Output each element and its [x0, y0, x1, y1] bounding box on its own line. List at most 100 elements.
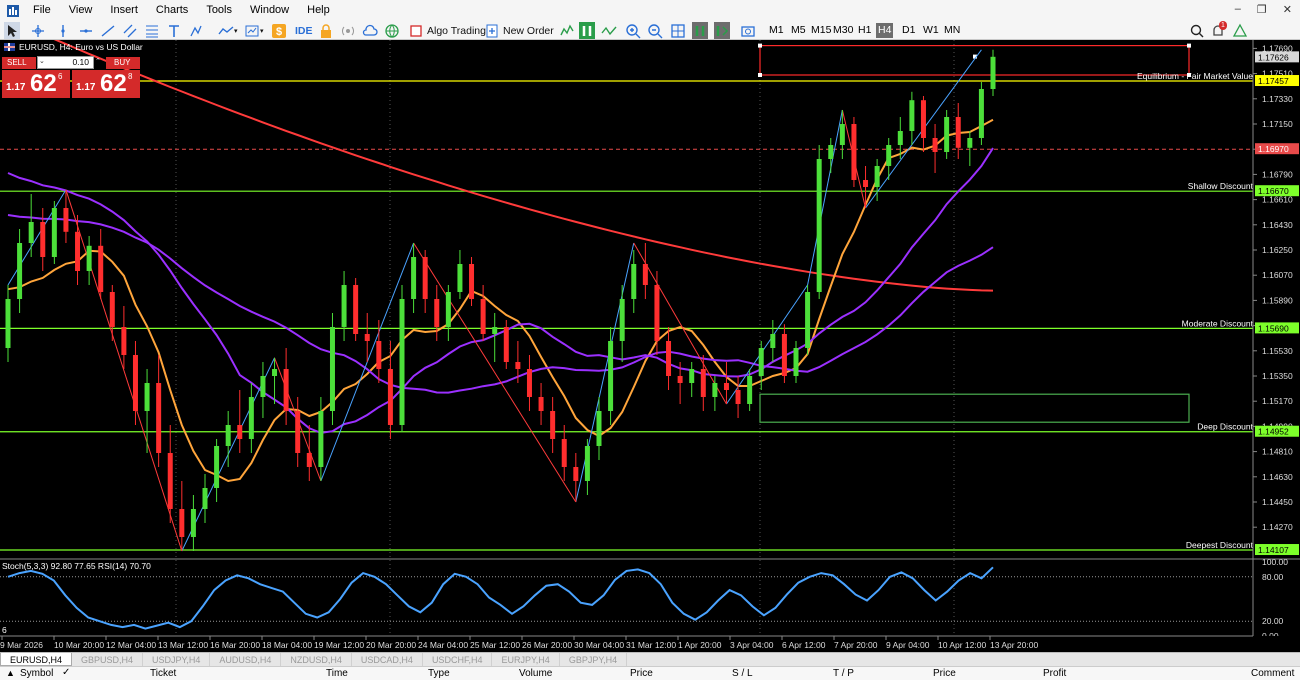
chart-tab[interactable]: GBPJPY,H4 [560, 653, 628, 666]
col-ticket[interactable]: Ticket [150, 668, 177, 679]
chart-tab[interactable]: AUDUSD,H4 [210, 653, 282, 666]
time-label: 25 Mar 12:00 [470, 640, 520, 650]
chart-tab[interactable]: USDJPY,H4 [143, 653, 211, 666]
col-profit[interactable]: Profit [1043, 668, 1067, 679]
buy-button[interactable]: BUY [106, 57, 140, 69]
bull-candle [272, 369, 278, 376]
indicator-left-number: 6 [2, 625, 7, 635]
vertical-line-button[interactable] [55, 22, 71, 39]
algo-trading-button[interactable]: Algo Trading [408, 22, 486, 39]
col-type[interactable]: Type [428, 668, 450, 679]
zigzag-layer [7, 49, 982, 552]
zoom-out-button[interactable] [647, 22, 663, 39]
trendline-button[interactable] [100, 22, 116, 39]
chart-tab[interactable]: EURJPY,H4 [492, 653, 560, 666]
col-time[interactable]: Time [326, 668, 348, 679]
menu-help[interactable]: Help [307, 4, 330, 16]
lot-size-input[interactable]: 0.10 [37, 56, 94, 69]
indicator-axis-label: 20.00 [1262, 616, 1284, 626]
line-chart-button[interactable] [601, 22, 617, 39]
community-button[interactable] [384, 22, 400, 39]
minimize-icon[interactable]: – [1234, 3, 1241, 15]
timeframe-mn[interactable]: MN [944, 24, 961, 36]
zoom-out-icon [648, 23, 663, 38]
autoscroll-button[interactable] [692, 22, 708, 39]
zoom-in-button[interactable] [625, 22, 641, 39]
timeframe-m30[interactable]: M30 [833, 24, 854, 36]
text-tool-button[interactable] [166, 22, 182, 39]
bull-candle [214, 446, 220, 488]
timeframe-h4[interactable]: H4 [876, 23, 894, 38]
col-comment[interactable]: Comment [1251, 668, 1295, 679]
lot-increase-icon[interactable]: ⌃ [95, 58, 101, 65]
depth-button[interactable] [559, 22, 575, 39]
market-button[interactable]: $ [271, 22, 287, 39]
timeframe-h1[interactable]: H1 [858, 24, 872, 36]
restore-icon[interactable]: ❐ [1256, 4, 1267, 16]
indicators-button[interactable]: ▾ [218, 22, 238, 39]
sell-price[interactable]: 1.17 62 6 [2, 70, 70, 98]
horizontal-line-icon [80, 28, 92, 33]
new-order-label: New Order [503, 24, 554, 37]
chart-tab[interactable]: EURUSD,H4 [0, 653, 73, 666]
timeframe-m5[interactable]: M5 [791, 24, 806, 36]
search-button[interactable] [1189, 22, 1205, 39]
timeframe-w1[interactable]: W1 [923, 24, 939, 36]
chart-tab[interactable]: GBPUSD,H4 [72, 653, 144, 666]
screenshot-button[interactable] [740, 22, 756, 39]
bull-candle [341, 285, 347, 327]
fibonacci-button[interactable] [144, 22, 160, 39]
chart-shift-button[interactable] [714, 22, 730, 39]
crosshair-tool-button[interactable] [30, 22, 46, 39]
chart-tab[interactable]: NZDUSD,H4 [281, 653, 352, 666]
templates-button[interactable]: ▾ [244, 22, 264, 39]
col-volume[interactable]: Volume [519, 668, 553, 679]
col-price[interactable]: Price [630, 668, 653, 679]
col-sl[interactable]: S / L [732, 668, 753, 679]
col-current-price[interactable]: Price [933, 668, 956, 679]
col-tp[interactable]: T / P [833, 668, 854, 679]
zone-handle [758, 43, 762, 48]
price-chart[interactable]: Equilibrium - Fair Market Value Shallow D… [0, 40, 1300, 652]
zone-handle [973, 54, 977, 59]
channel-button[interactable] [122, 22, 138, 39]
bear-candle [851, 124, 857, 180]
chart-area[interactable]: Equilibrium - Fair Market Value Shallow D… [0, 40, 1300, 652]
flag-icon [4, 43, 15, 51]
price-label: 1.14810 [1262, 447, 1293, 457]
menu-tools[interactable]: Tools [206, 4, 232, 16]
account-icon [1232, 23, 1248, 37]
lot-decrease-icon[interactable]: ⌄ [39, 58, 45, 65]
bar-chart-button[interactable] [579, 22, 595, 39]
notifications-button[interactable]: 1 [1210, 21, 1227, 39]
cloud-button[interactable] [362, 22, 378, 39]
trendline-icon [101, 24, 115, 37]
bear-candle [364, 334, 370, 341]
sell-button[interactable]: SELL [2, 57, 36, 69]
horizontal-line-button[interactable] [78, 22, 94, 39]
tile-windows-button[interactable] [670, 22, 686, 39]
menu-window[interactable]: Window [250, 4, 290, 16]
cursor-tool-button[interactable] [4, 22, 20, 39]
menu-insert[interactable]: Insert [110, 4, 138, 16]
timeframe-m15[interactable]: M15 [811, 24, 832, 36]
vps-button[interactable] [318, 22, 334, 39]
new-order-button[interactable]: New Order [484, 22, 554, 39]
shapes-button[interactable] [188, 22, 204, 39]
price-label: 1.16250 [1262, 245, 1293, 255]
chart-tab[interactable]: USDCAD,H4 [352, 653, 423, 666]
ide-button[interactable]: IDE [295, 22, 313, 39]
menu-file[interactable]: File [33, 4, 51, 16]
buy-price[interactable]: 1.17 62 8 [72, 70, 140, 98]
close-icon[interactable]: ✕ [1282, 4, 1292, 16]
account-button[interactable] [1232, 22, 1248, 39]
timeframe-m1[interactable]: M1 [769, 24, 784, 36]
signals-button[interactable] [340, 22, 356, 39]
price-tag-text: 1.14952 [1258, 427, 1289, 437]
chart-tab[interactable]: USDCHF,H4 [423, 653, 493, 666]
menu-charts[interactable]: Charts [155, 4, 189, 16]
timeframe-d1[interactable]: D1 [902, 24, 916, 36]
menu-view[interactable]: View [68, 4, 93, 16]
col-symbol[interactable]: Symbol [20, 668, 54, 679]
time-label: 20 Mar 20:00 [366, 640, 416, 650]
